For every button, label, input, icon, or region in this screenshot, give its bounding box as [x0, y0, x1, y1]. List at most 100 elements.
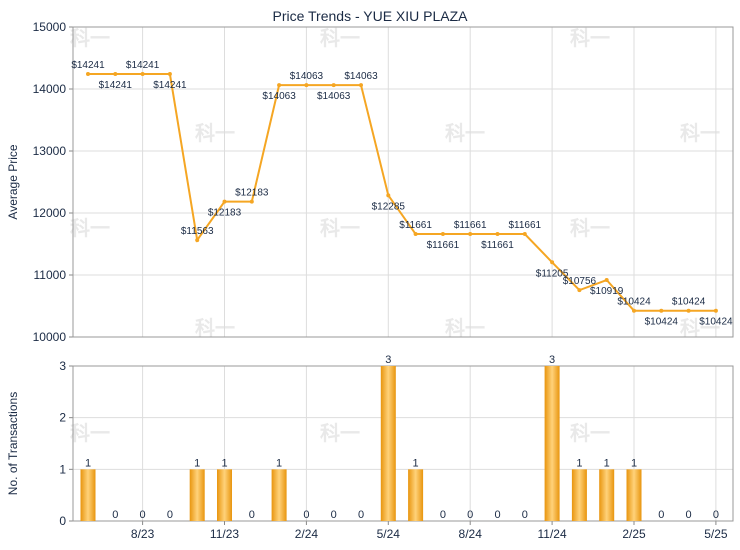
price-point — [632, 308, 636, 313]
price-point — [222, 199, 227, 204]
watermark-text: 科一 — [320, 421, 360, 445]
price-point — [195, 238, 200, 243]
price-plot-frame — [72, 26, 734, 338]
price-ytick-label: 14000 — [33, 82, 67, 96]
price-point — [86, 72, 90, 77]
price-point — [249, 199, 254, 204]
price-data-label: $14241 — [126, 60, 160, 71]
tx-data-label: 0 — [249, 509, 255, 521]
price-point — [686, 308, 691, 313]
tx-ytick-label: 3 — [59, 359, 66, 373]
tx-bar — [599, 469, 615, 521]
tx-bar — [626, 469, 642, 521]
tx-data-label: 0 — [686, 509, 692, 521]
watermark-text: 科一 — [680, 121, 720, 145]
price-point — [713, 308, 718, 313]
price-ytick-label: 13000 — [33, 144, 67, 158]
price-point — [440, 232, 445, 237]
tx-data-label: 0 — [112, 509, 118, 521]
tx-data-label: 0 — [167, 509, 173, 521]
price-point — [468, 232, 473, 237]
tx-xtick-label: 2/25 — [622, 527, 646, 541]
price-point — [495, 232, 500, 237]
tx-xtick-label: 8/24 — [459, 527, 483, 541]
watermark-text: 科一 — [445, 316, 485, 340]
tx-xtick-label: 11/24 — [538, 527, 567, 541]
price-data-label: $10424 — [699, 317, 733, 328]
price-point — [113, 72, 118, 77]
price-data-label: $14063 — [317, 91, 351, 102]
tx-data-label: 0 — [522, 509, 528, 521]
price-ytick-label: 11000 — [34, 268, 67, 282]
price-data-label: $10424 — [617, 297, 651, 308]
tx-data-label: 0 — [303, 509, 309, 521]
tx-data-label: 1 — [413, 457, 419, 469]
tx-data-label: 3 — [549, 354, 555, 366]
chart-title: Price Trends - YUE XIU PLAZA — [272, 8, 468, 24]
price-point — [359, 83, 363, 88]
price-y-axis-title: Average Price — [6, 144, 20, 219]
price-point — [167, 72, 172, 77]
watermark-text: 科一 — [70, 26, 110, 50]
tx-bar — [217, 469, 232, 521]
tx-bar — [380, 366, 396, 521]
price-data-label: $14241 — [71, 60, 105, 71]
price-data-label: $14063 — [290, 71, 324, 82]
transactions-panel: 0 1 2 3 No. of Transactions 1 0 0 0 1 1 0 1 0 0 0 3 1 0 0 0 0… — [6, 354, 734, 541]
watermark-text: 科一 — [570, 216, 610, 240]
tx-data-label: 1 — [85, 457, 91, 469]
price-ytick-label: 12000 — [33, 206, 67, 220]
watermark-text: 科一 — [70, 421, 110, 445]
watermark-text: 科一 — [680, 316, 720, 340]
price-point — [386, 193, 391, 198]
price-data-label: $11661 — [399, 220, 432, 231]
price-point — [277, 83, 282, 88]
price-data-label: $14241 — [153, 80, 187, 91]
price-point — [331, 83, 336, 88]
tx-bar — [271, 469, 287, 521]
tx-ytick-label: 1 — [59, 462, 66, 476]
tx-data-label: 1 — [604, 457, 610, 469]
tx-data-label: 0 — [467, 509, 473, 521]
price-ytick-label: 15000 — [33, 20, 67, 34]
price-data-label: $14063 — [262, 91, 296, 102]
price-point — [604, 278, 609, 283]
price-point — [550, 260, 555, 265]
price-point — [304, 83, 309, 88]
tx-bar — [544, 366, 560, 521]
price-ytick-label: 10000 — [33, 330, 67, 344]
tx-bar — [408, 469, 424, 521]
tx-xtick-label: 8/23 — [131, 527, 155, 541]
tx-ytick-label: 2 — [59, 411, 66, 425]
watermark-text: 科一 — [570, 421, 610, 445]
watermark-text: 科一 — [320, 26, 360, 50]
watermark-text: 科一 — [195, 316, 235, 340]
tx-plot-frame — [72, 365, 734, 522]
tx-y-axis-title: No. of Transactions — [6, 392, 20, 495]
price-data-label: $11661 — [454, 220, 487, 231]
price-series-line — [88, 73, 716, 312]
price-data-label: $10756 — [563, 276, 597, 287]
price-data-label: $10424 — [645, 317, 679, 328]
tx-bar — [189, 469, 205, 521]
watermark-text: 科一 — [70, 216, 110, 240]
tx-xtick-label: 5/24 — [377, 527, 401, 541]
tx-xtick-label: 5/25 — [704, 527, 728, 541]
tx-data-label: 3 — [385, 354, 391, 366]
tx-data-label: 1 — [631, 457, 637, 469]
tx-data-label: 0 — [140, 509, 146, 521]
price-point — [577, 288, 582, 293]
price-point — [413, 232, 418, 237]
tx-xtick-label: 2/24 — [295, 527, 319, 541]
watermark-text: 科一 — [320, 216, 360, 240]
tx-data-label: 1 — [194, 457, 200, 469]
tx-bar — [80, 469, 96, 521]
price-data-label: $11563 — [181, 226, 214, 237]
price-data-label: $10919 — [590, 286, 624, 297]
watermark-text: 科一 — [445, 121, 485, 145]
watermark-text: 科一 — [570, 26, 610, 50]
price-data-label: $11661 — [481, 240, 514, 251]
price-data-label: $14063 — [344, 71, 378, 82]
